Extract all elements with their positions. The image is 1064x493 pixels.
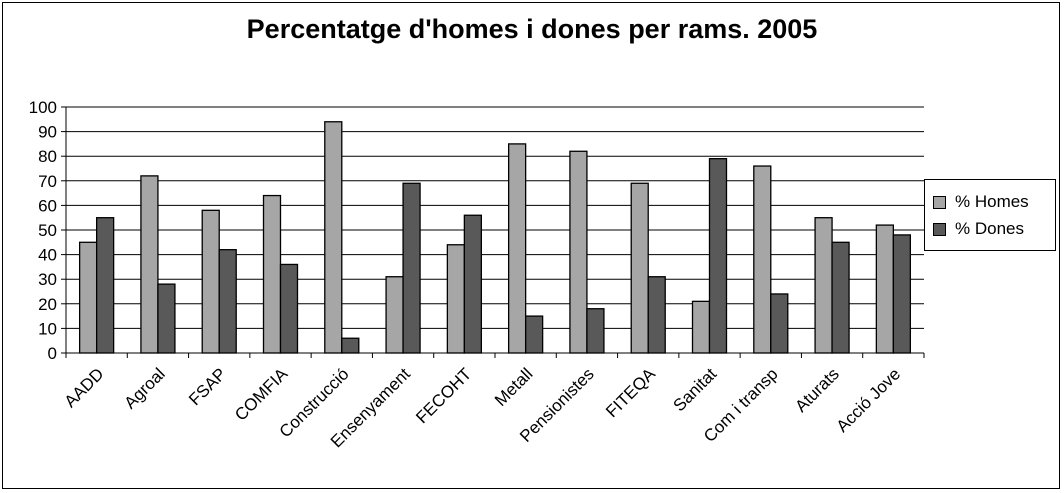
bar-dones — [341, 337, 360, 354]
y-tick-label: 70 — [38, 172, 57, 191]
bar-homes — [262, 194, 282, 354]
bar-homes — [201, 209, 220, 354]
y-tick-label: 20 — [38, 295, 57, 314]
bar-dones — [647, 276, 666, 354]
bar-homes — [140, 175, 159, 354]
bar-homes — [78, 241, 98, 354]
y-tick-label: 0 — [48, 344, 57, 363]
bar-homes — [446, 244, 466, 354]
y-tick-label: 80 — [38, 147, 57, 166]
bar-dones — [402, 182, 421, 354]
legend-item-homes: % Homes — [933, 191, 1029, 213]
y-tick-label: 60 — [38, 196, 57, 215]
bar-homes — [753, 165, 772, 354]
y-tick-label: 30 — [38, 270, 57, 289]
bar-homes — [507, 143, 527, 354]
bar-homes — [875, 224, 895, 354]
y-tick-label: 40 — [38, 246, 57, 265]
legend-label-homes: % Homes — [955, 192, 1029, 211]
bar-homes — [630, 182, 649, 354]
x-tick-label: COMFIA — [231, 364, 292, 425]
bars-layer — [78, 121, 912, 354]
bar-dones — [892, 234, 912, 354]
legend-item-dones: % Dones — [933, 218, 1024, 240]
x-tick-label: FECOHT — [412, 364, 475, 427]
legend-label-dones: % Dones — [955, 219, 1024, 238]
axes-layer — [61, 106, 925, 358]
bar-dones — [157, 283, 176, 354]
x-tick-label: AADD — [61, 364, 108, 411]
y-tick-label: 10 — [38, 319, 57, 338]
y-tick-label: 50 — [38, 221, 57, 240]
bar-dones — [95, 217, 115, 354]
legend: % Homes % Dones — [924, 179, 1056, 251]
x-tick-label: Aturats — [791, 364, 843, 416]
bar-homes — [691, 300, 711, 354]
x-tick-label: FSAP — [185, 364, 230, 409]
x-tick-label: Metall — [491, 364, 537, 410]
x-tick-label: Sanitat — [669, 364, 720, 415]
x-tick-label: Agroal — [121, 364, 169, 412]
y-tick-label: 100 — [29, 98, 57, 117]
bar-dones — [279, 263, 299, 354]
legend-swatch-dones — [933, 222, 946, 236]
bar-dones — [218, 249, 237, 354]
legend-swatch-homes — [933, 195, 946, 209]
x-tick-label: Acció Jove — [833, 364, 905, 436]
bar-dones — [831, 241, 850, 354]
grid-layer — [66, 106, 924, 329]
bar-homes — [814, 217, 833, 354]
bar-dones — [708, 158, 728, 354]
bar-homes — [385, 276, 404, 354]
chart-title: Percentatge d'homes i dones per rams. 20… — [246, 14, 818, 44]
bar-dones — [524, 315, 544, 354]
bar-dones — [586, 308, 605, 354]
bar-homes — [324, 121, 343, 354]
bar-dones — [463, 214, 483, 354]
y-tick-label: 90 — [38, 123, 57, 142]
x-tick-label: FITEQA — [602, 364, 659, 421]
bar-homes — [569, 150, 588, 354]
bar-dones — [770, 293, 789, 354]
